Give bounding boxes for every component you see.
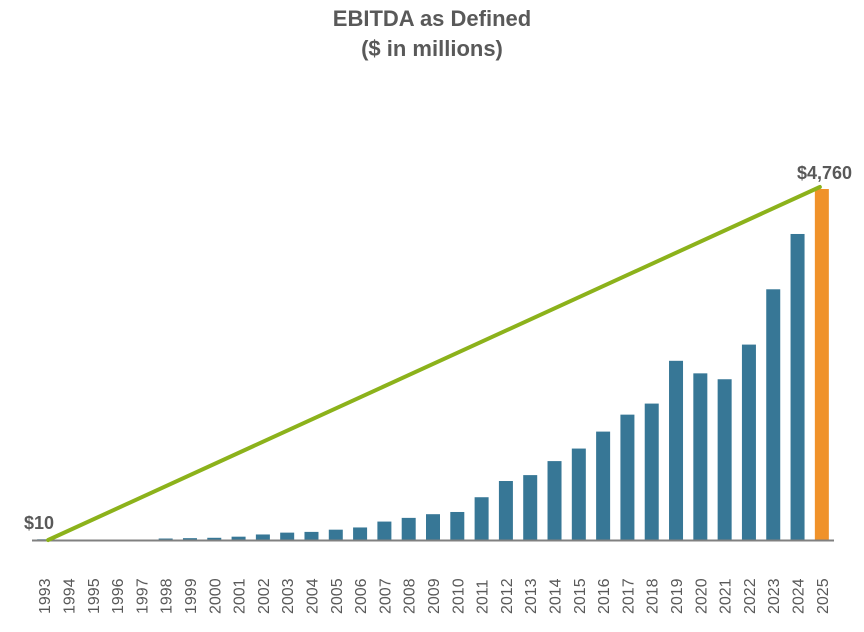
x-tick-label-2022: 2022 — [742, 578, 759, 614]
data-label-2025: $4,760 — [797, 163, 852, 183]
bar-2002 — [255, 534, 270, 540]
x-tick-label-1993: 1993 — [37, 578, 54, 614]
x-tick-label-2011: 2011 — [475, 579, 492, 614]
x-tick-label-1995: 1995 — [86, 578, 103, 614]
bar-2025 — [814, 189, 829, 540]
bar-2018 — [644, 403, 659, 540]
bar-2011 — [474, 497, 489, 540]
x-tick-label-1998: 1998 — [159, 578, 176, 614]
bar-2021 — [717, 379, 732, 540]
chart-title: EBITDA as Defined — [332, 6, 532, 31]
bar-2019 — [669, 360, 684, 540]
x-tick-label-2016: 2016 — [596, 578, 613, 614]
bar-2001 — [231, 536, 246, 540]
x-tick-label-2019: 2019 — [669, 578, 686, 614]
x-tick-label-2021: 2021 — [718, 578, 735, 614]
x-tick-label-2002: 2002 — [256, 578, 273, 614]
x-tick-label-2012: 2012 — [499, 578, 516, 614]
bar-2013 — [523, 475, 538, 540]
bar-2012 — [498, 481, 513, 540]
x-tick-label-2023: 2023 — [766, 578, 783, 614]
x-tick-label-1996: 1996 — [110, 578, 127, 614]
bar-2008 — [401, 517, 416, 540]
x-tick-label-2003: 2003 — [280, 578, 297, 614]
bar-2006 — [353, 527, 368, 540]
bar-2016 — [596, 431, 611, 540]
bar-2017 — [620, 414, 635, 540]
x-tick-label-2007: 2007 — [377, 578, 394, 614]
data-label-1993: $10 — [24, 513, 54, 533]
bar-2007 — [377, 521, 392, 540]
x-tick-label-2001: 2001 — [232, 578, 249, 614]
bar-1999 — [182, 538, 197, 540]
x-tick-label-2025: 2025 — [815, 578, 832, 614]
x-tick-label-2014: 2014 — [548, 578, 565, 614]
x-tick-label-2013: 2013 — [523, 578, 540, 614]
x-tick-label-2005: 2005 — [329, 578, 346, 614]
bar-1998 — [158, 538, 173, 540]
x-tick-label-1997: 1997 — [134, 578, 151, 614]
bar-2023 — [766, 289, 781, 540]
x-tick-label-2024: 2024 — [791, 578, 808, 614]
x-tick-label-2004: 2004 — [304, 578, 321, 614]
chart-subtitle: ($ in millions) — [361, 36, 503, 61]
bar-2005 — [328, 529, 343, 540]
bar-2015 — [571, 448, 586, 540]
x-tick-label-2006: 2006 — [353, 578, 370, 614]
trend-line — [46, 185, 822, 542]
bar-2024 — [790, 233, 805, 541]
x-tick-label-2015: 2015 — [572, 578, 589, 614]
bar-2000 — [207, 537, 222, 540]
x-tick-label-2018: 2018 — [645, 578, 662, 614]
x-tick-label-1999: 1999 — [183, 578, 200, 614]
x-tick-label-1994: 1994 — [61, 578, 78, 614]
bar-2004 — [304, 531, 319, 540]
x-tick-label-2008: 2008 — [402, 578, 419, 614]
x-tick-label-2017: 2017 — [620, 578, 637, 614]
bar-2009 — [426, 514, 440, 540]
x-tick-label-2000: 2000 — [207, 578, 224, 614]
bar-2003 — [280, 532, 295, 540]
bar-2020 — [693, 373, 708, 540]
bar-2022 — [741, 344, 756, 540]
x-tick-label-2010: 2010 — [450, 578, 467, 614]
x-tick-label-2020: 2020 — [693, 578, 710, 614]
bar-2014 — [547, 461, 562, 540]
bar-2010 — [450, 511, 465, 540]
x-tick-label-2009: 2009 — [426, 578, 443, 614]
